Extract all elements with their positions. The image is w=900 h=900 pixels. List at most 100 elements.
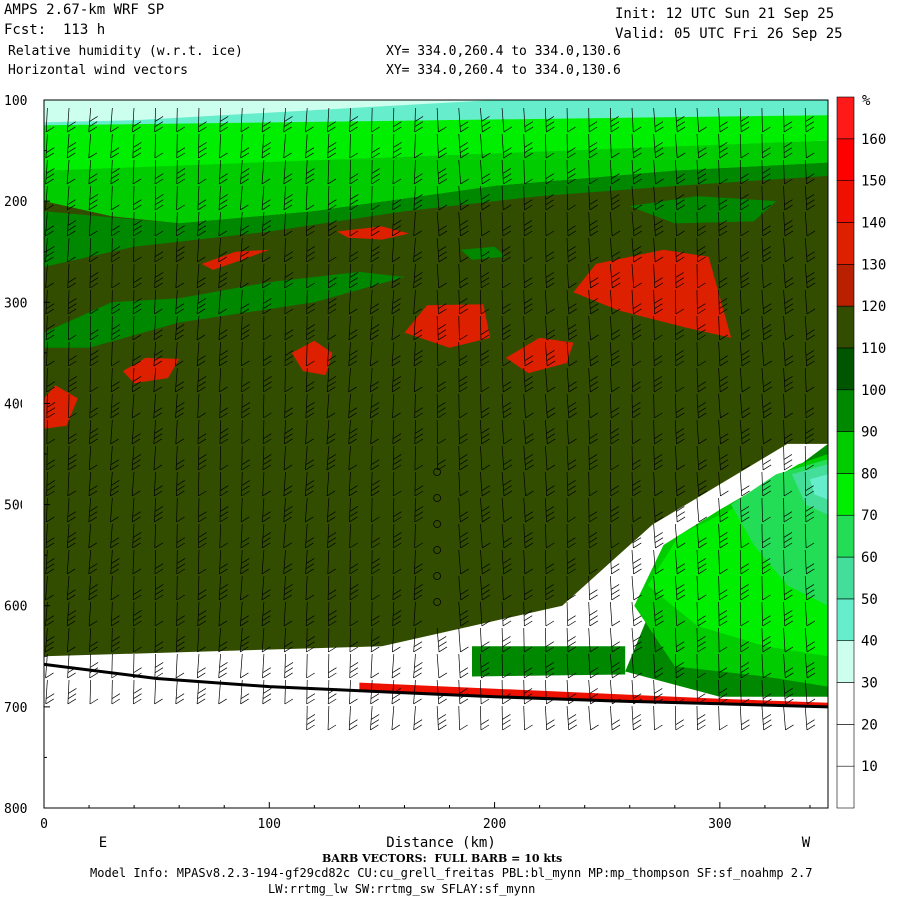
wind-barb (45, 185, 54, 211)
wind-barb (89, 419, 99, 445)
wind-barb (110, 419, 119, 445)
wind-barb (391, 367, 402, 393)
wind-barb (198, 107, 207, 133)
wind-barb (480, 575, 491, 601)
calm-barb (433, 572, 442, 580)
wind-barb (241, 471, 251, 497)
terrain-mask (44, 664, 828, 808)
wind-barb (67, 107, 76, 133)
wind-barb (131, 471, 141, 497)
wind-barb (197, 601, 207, 627)
wind-barb (261, 107, 271, 133)
wind-barb (783, 445, 793, 471)
wind-barb (261, 185, 271, 211)
wind-barb (609, 679, 621, 705)
wind-barb (175, 393, 185, 419)
wind-barb (609, 575, 620, 601)
colorbar-label: 50 (861, 592, 878, 608)
wind-barb (306, 679, 316, 705)
colorbar-swatch (836, 180, 855, 223)
wind-barb (261, 575, 271, 601)
wind-barb (133, 627, 142, 653)
wind-barb (305, 133, 315, 159)
colorbar-label: 150 (861, 174, 886, 190)
wind-barb (133, 653, 142, 679)
wind-barb (674, 575, 686, 601)
wind-barb (458, 211, 469, 237)
wind-barb (480, 601, 491, 627)
wind-barb (480, 445, 491, 471)
wind-barb (718, 263, 728, 289)
colorbar-swatch (836, 682, 855, 725)
wind-barb (458, 107, 469, 133)
wind-barb (545, 627, 555, 653)
wind-barb (262, 289, 272, 315)
wind-barb (653, 237, 664, 263)
wind-barb (263, 393, 272, 419)
wind-barb (111, 289, 121, 315)
wind-barb (480, 159, 491, 185)
wind-barb (66, 211, 77, 237)
wind-barb (609, 471, 620, 497)
wind-barb (133, 211, 142, 237)
wind-barb (392, 575, 402, 601)
wind-barb (45, 211, 55, 237)
wind-barb (458, 471, 469, 497)
wind-barb (68, 367, 77, 393)
wind-barb (674, 653, 685, 679)
wind-barb (545, 289, 555, 315)
wind-barb (175, 679, 185, 705)
wind-barb (240, 133, 250, 159)
wind-barb (783, 393, 794, 419)
wind-barb (349, 107, 359, 133)
wind-barb (369, 315, 380, 341)
wind-barb (369, 341, 379, 367)
wind-barb (154, 523, 163, 549)
wind-barb (609, 133, 620, 159)
wind-barb (240, 653, 249, 679)
wind-barb (218, 653, 228, 679)
wind-barb (349, 523, 358, 549)
wind-barb (306, 263, 315, 289)
wind-barb (283, 523, 292, 549)
wind-barb (631, 367, 641, 393)
wind-barb (89, 679, 99, 705)
wind-barb (197, 211, 207, 237)
calm-barb (433, 520, 442, 528)
wind-barb (284, 679, 294, 705)
wind-barb (739, 289, 750, 315)
wind-barb (132, 549, 142, 575)
wind-barb (804, 341, 815, 367)
wind-barb (739, 679, 750, 705)
wind-barb (413, 211, 422, 237)
wind-barb (718, 315, 728, 341)
wind-barb (306, 211, 315, 237)
wind-barb (67, 497, 77, 523)
valid-time: Valid: 05 UTC Fri 26 Sep 25 (615, 26, 843, 42)
wind-barb (218, 627, 228, 653)
wind-barb (132, 133, 142, 159)
wind-barb (154, 107, 164, 133)
wind-barb (370, 627, 380, 653)
wind-barb (414, 419, 424, 445)
wind-barb (262, 445, 272, 471)
wind-barb (219, 393, 229, 419)
wind-barb (88, 549, 98, 575)
wind-barb (261, 159, 271, 185)
wind-barb (566, 289, 577, 315)
wind-barb (261, 549, 271, 575)
wind-barb (545, 419, 556, 445)
wind-barb (523, 133, 534, 159)
wind-barb (110, 185, 120, 211)
wind-barb (696, 107, 707, 133)
wind-barb (761, 159, 771, 185)
wind-barb (783, 237, 794, 263)
wind-barb (631, 471, 641, 497)
wind-barb (804, 289, 816, 315)
wind-barb (241, 367, 250, 393)
wind-barb (674, 263, 685, 289)
wind-barb (761, 393, 772, 419)
wind-barb (88, 523, 97, 549)
rh-region-130 (291, 340, 333, 376)
wind-barb (739, 341, 751, 367)
